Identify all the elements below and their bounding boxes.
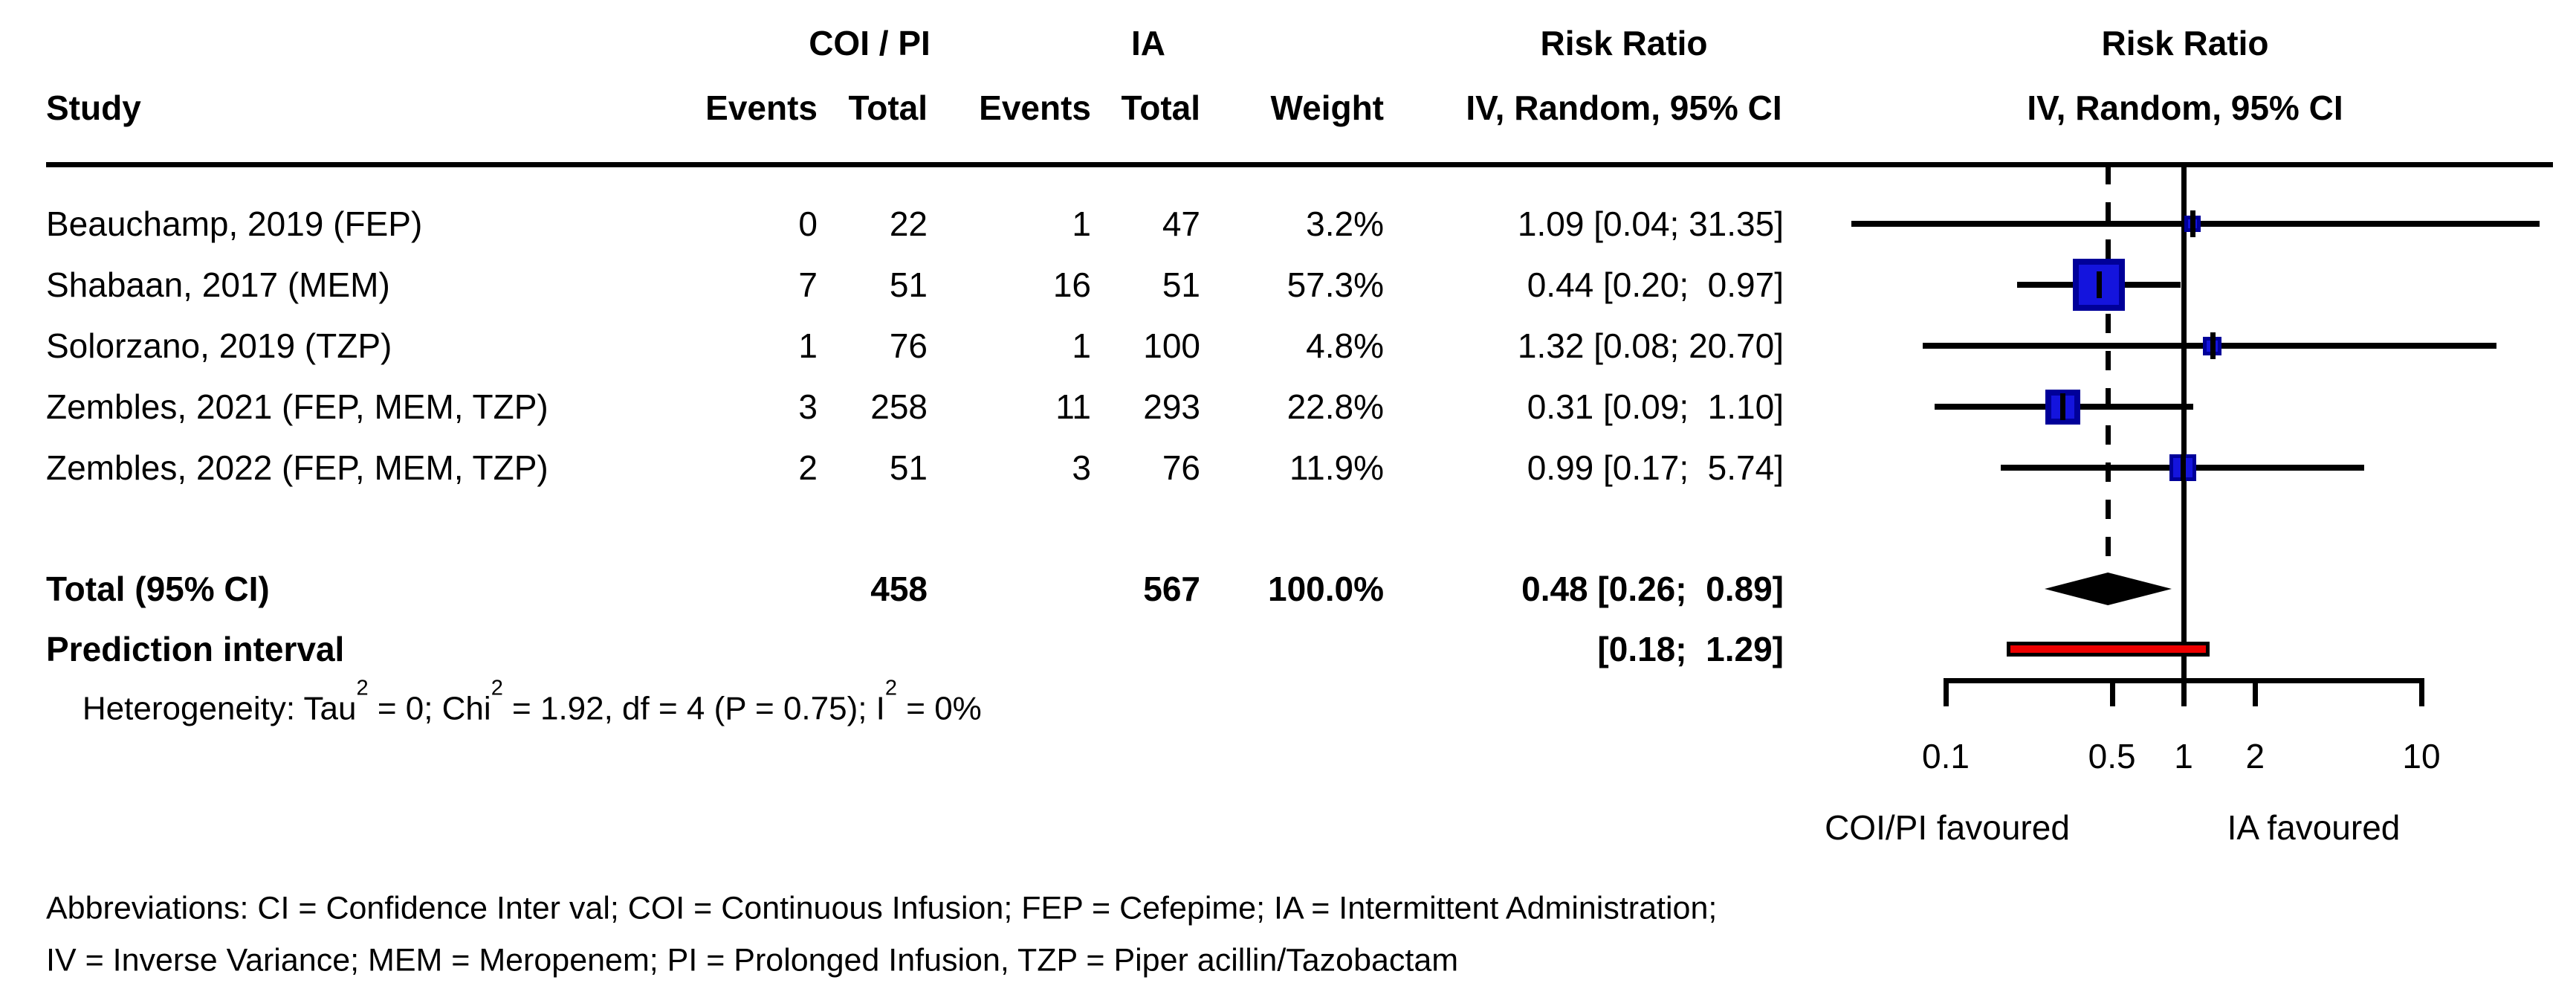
rr-ci-text: 0.99 [0.17; 5.74] [1527,448,1784,487]
header-separator-line [46,162,2553,167]
ia-total-value: 47 [1162,204,1200,243]
total-rr-ci-text: 0.48 [0.26; 0.89] [1521,570,1784,608]
prediction-interval-text: [0.18; 1.29] [1597,630,1784,668]
ia-events-value: 11 [1055,387,1091,426]
coi-total-value: 51 [889,265,928,304]
study-name: Solorzano, 2019 (TZP) [46,326,392,365]
x-axis-tick [2109,678,2115,706]
coi-events-value: 7 [798,265,818,304]
coi-total-value: 76 [889,326,928,365]
x-axis-right-label: IA favoured [2227,808,2401,847]
x-axis-tick [2253,678,2259,706]
overall-effect-dashed-line [2105,165,2111,573]
coi-events-value: 0 [798,204,818,243]
effect-square [2072,259,2125,311]
heterogeneity-mid1: = 0; Chi [368,690,491,727]
group1-title: COI / PI [809,24,931,62]
weight-value: 4.8% [1306,326,1384,365]
prediction-interval-bar [2006,642,2210,657]
x-axis-tick [2419,678,2424,706]
ia-total-value: 51 [1162,265,1200,304]
heterogeneity-post: = 0% [897,690,982,727]
risk-ratio-sub-header: IV, Random, 95% CI [1466,88,1782,127]
prediction-interval-label: Prediction interval [46,630,345,668]
abbreviations-line-2: IV = Inverse Variance; MEM = Meropenem; … [46,942,1459,978]
ia-events-value: 16 [1052,265,1091,304]
coi-events-value: 1 [798,326,818,365]
group2-title: IA [1131,24,1165,62]
total-weight: 100.0% [1267,570,1384,608]
heterogeneity-mid2: = 1.92, df = 4 (P = 0.75); I [502,690,885,727]
ia-events-value: 1 [1072,204,1091,243]
i2-superscript: 2 [884,676,898,700]
total-coi-total: 458 [870,570,928,608]
study-name: Zembles, 2022 (FEP, MEM, TZP) [46,448,548,487]
coi-total-value: 258 [870,387,928,426]
x-axis-tick-label: 10 [2402,737,2441,776]
total-ia-total: 567 [1143,570,1200,608]
effect-center-tick [2060,393,2066,420]
chi-superscript: 2 [491,676,503,700]
coi-events-value: 2 [798,448,818,487]
heterogeneity-text: Heterogeneity: Tau2 = 0; Chi2 = 1.92, df… [46,658,982,758]
x-axis-tick [2181,678,2187,706]
plot-title: Risk Ratio [2101,24,2269,62]
study-name: Zembles, 2021 (FEP, MEM, TZP) [46,387,548,426]
coi-total-value: 51 [889,448,928,487]
weight-value: 11.9% [1289,448,1384,487]
coi-events-value: 3 [798,387,818,426]
ia-events-value: 3 [1072,448,1091,487]
effect-center-tick [2096,271,2102,298]
weight-value: 3.2% [1306,204,1384,243]
ia-total-header: Total [1121,88,1200,127]
x-axis-tick-label: 1 [2174,737,2193,776]
rr-ci-text: 0.44 [0.20; 0.97] [1527,265,1784,304]
x-axis-left-label: COI/PI favoured [1825,808,2070,847]
ia-total-value: 100 [1143,326,1200,365]
coi-total-value: 22 [889,204,928,243]
x-axis-tick [1944,678,1949,706]
study-name: Beauchamp, 2019 (FEP) [46,204,423,243]
plot-sub-header: IV, Random, 95% CI [2027,88,2343,127]
x-axis-tick-label: 0.1 [1922,737,1970,776]
weight-value: 22.8% [1287,387,1384,426]
rr-ci-text: 0.31 [0.09; 1.10] [1527,387,1784,426]
weight-header: Weight [1270,88,1384,127]
risk-ratio-column-title: Risk Ratio [1540,24,1708,62]
ia-total-value: 76 [1162,448,1200,487]
ia-total-value: 293 [1143,387,1200,426]
ia-events-header: Events [979,88,1091,127]
study-column-header: Study [46,88,141,127]
x-axis-tick-label: 0.5 [2088,737,2136,776]
total-label: Total (95% CI) [46,570,270,608]
coi-events-header: Events [705,88,818,127]
coi-total-header: Total [848,88,928,127]
weight-value: 57.3% [1287,265,1384,304]
effect-center-tick [2180,454,2186,481]
study-name: Shabaan, 2017 (MEM) [46,265,390,304]
null-effect-line [2181,165,2187,678]
tau-superscript: 2 [356,676,369,700]
heterogeneity-pre: Heterogeneity: Tau [82,690,357,727]
effect-center-tick [2210,332,2216,359]
total-diamond [2044,573,2172,605]
effect-center-tick [2190,210,2195,237]
rr-ci-text: 1.09 [0.04; 31.35] [1517,204,1784,243]
x-axis-tick-label: 2 [2245,737,2265,776]
abbreviations-line-1: Abbreviations: CI = Confidence Inter val… [46,890,1718,926]
rr-ci-text: 1.32 [0.08; 20.70] [1517,326,1784,365]
ia-events-value: 1 [1072,326,1091,365]
